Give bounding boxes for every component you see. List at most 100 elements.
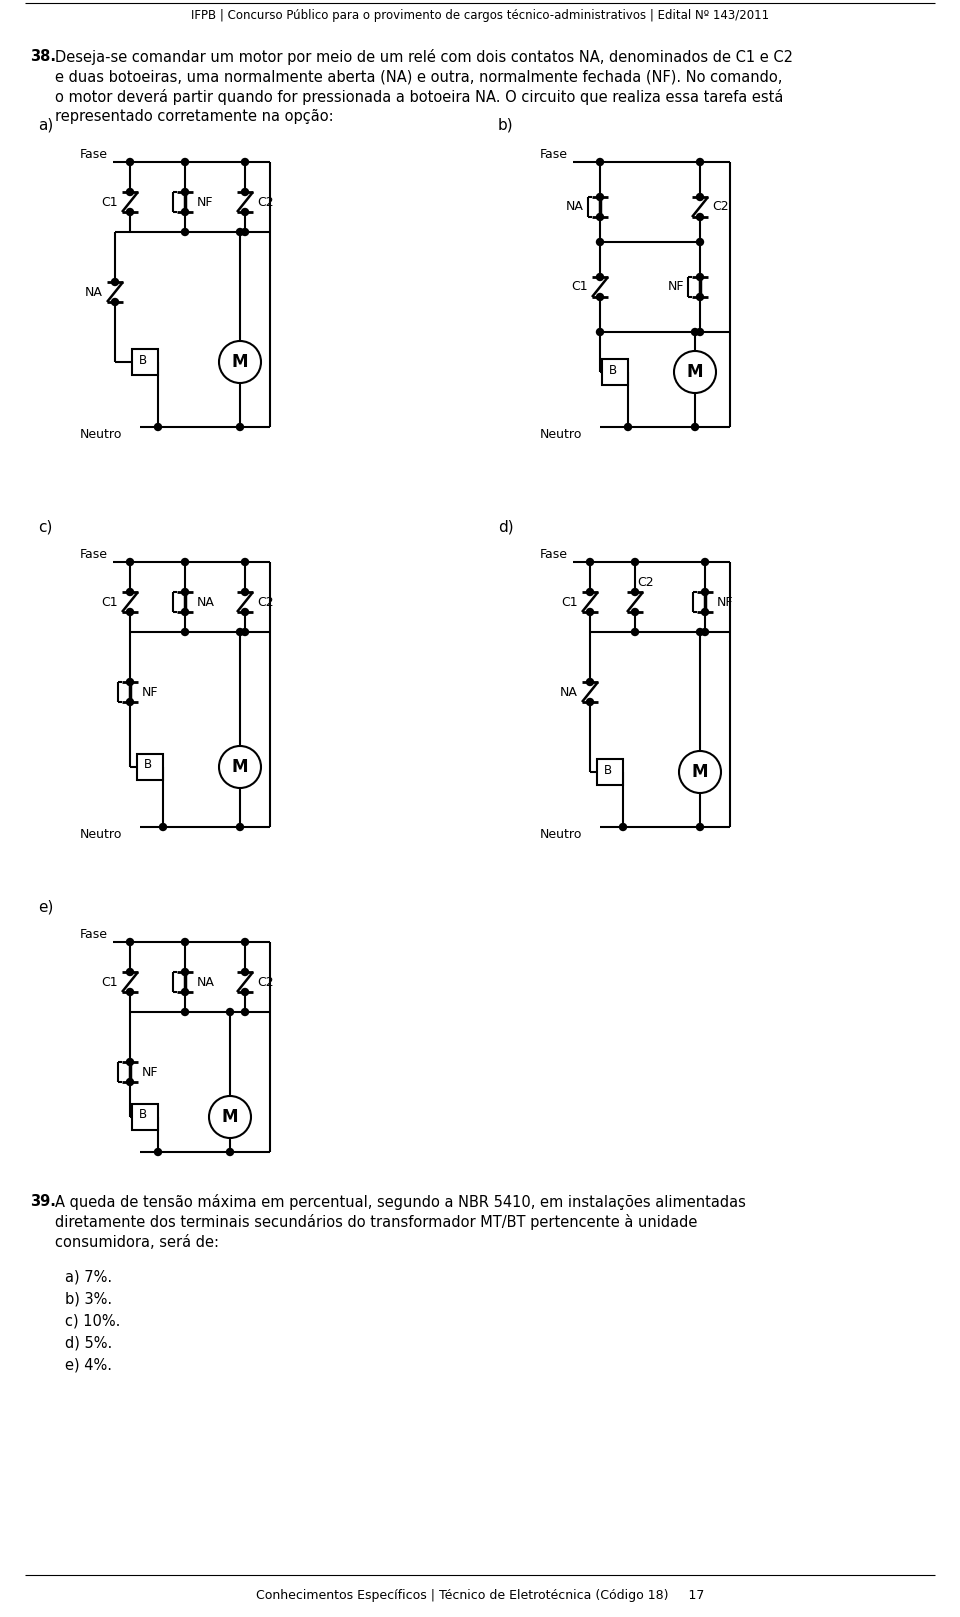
Circle shape	[697, 823, 704, 831]
Text: NA: NA	[197, 595, 215, 608]
Circle shape	[587, 679, 593, 686]
Circle shape	[127, 558, 133, 566]
Text: e duas botoeiras, uma normalmente aberta (NA) e outra, normalmente fechada (NF).: e duas botoeiras, uma normalmente aberta…	[55, 70, 782, 84]
Text: C1: C1	[102, 975, 118, 988]
Circle shape	[697, 294, 704, 301]
Text: Neutro: Neutro	[540, 429, 583, 441]
Circle shape	[227, 1148, 233, 1156]
Circle shape	[596, 213, 604, 220]
Text: C2: C2	[257, 975, 274, 988]
Text: C2: C2	[257, 595, 274, 608]
Circle shape	[111, 278, 118, 286]
Text: Fase: Fase	[80, 928, 108, 941]
Text: NF: NF	[717, 595, 733, 608]
Circle shape	[181, 988, 188, 996]
Text: M: M	[686, 362, 704, 382]
Circle shape	[127, 1059, 133, 1066]
Text: M: M	[231, 353, 249, 370]
Circle shape	[679, 750, 721, 792]
Circle shape	[697, 194, 704, 201]
Circle shape	[127, 608, 133, 616]
Circle shape	[127, 589, 133, 595]
Circle shape	[236, 629, 244, 635]
Circle shape	[236, 424, 244, 430]
Text: A queda de tensão máxima em percentual, segundo a NBR 5410, em instalações alime: A queda de tensão máxima em percentual, …	[55, 1193, 746, 1210]
Circle shape	[702, 558, 708, 566]
Text: M: M	[222, 1108, 238, 1125]
Text: Neutro: Neutro	[540, 828, 583, 841]
Circle shape	[697, 158, 704, 165]
Text: C1: C1	[571, 280, 588, 294]
Text: IFPB | Concurso Público para o provimento de cargos técnico-administrativos | Ed: IFPB | Concurso Público para o proviment…	[191, 10, 769, 23]
Text: e): e)	[38, 899, 54, 915]
Circle shape	[632, 558, 638, 566]
Bar	[132, 349, 158, 375]
Circle shape	[242, 589, 249, 595]
Circle shape	[596, 294, 604, 301]
Circle shape	[236, 228, 244, 236]
Text: B: B	[609, 364, 617, 377]
Circle shape	[236, 823, 244, 831]
Circle shape	[181, 228, 188, 236]
Circle shape	[127, 969, 133, 975]
Circle shape	[702, 629, 708, 635]
Circle shape	[181, 1009, 188, 1015]
Circle shape	[127, 189, 133, 196]
Circle shape	[242, 988, 249, 996]
Text: C2: C2	[257, 196, 274, 209]
Circle shape	[697, 238, 704, 246]
Circle shape	[242, 209, 249, 215]
Text: o motor deverá partir quando for pressionada a botoeira NA. O circuito que reali: o motor deverá partir quando for pressio…	[55, 89, 783, 105]
Text: Neutro: Neutro	[80, 429, 122, 441]
Circle shape	[155, 1148, 161, 1156]
Circle shape	[619, 823, 627, 831]
Circle shape	[127, 679, 133, 686]
Circle shape	[159, 823, 166, 831]
Text: M: M	[692, 763, 708, 781]
Circle shape	[181, 589, 188, 595]
Text: 38.: 38.	[30, 50, 56, 65]
Circle shape	[219, 341, 261, 383]
Text: C1: C1	[102, 595, 118, 608]
Text: Fase: Fase	[80, 548, 108, 561]
Text: a): a)	[38, 118, 53, 133]
Text: C2: C2	[712, 201, 729, 213]
Text: e) 4%.: e) 4%.	[65, 1358, 112, 1373]
Circle shape	[587, 589, 593, 595]
Text: Deseja-se comandar um motor por meio de um relé com dois contatos NA, denominado: Deseja-se comandar um motor por meio de …	[55, 49, 793, 65]
Circle shape	[242, 629, 249, 635]
Text: c) 10%.: c) 10%.	[65, 1313, 120, 1329]
Text: NF: NF	[197, 196, 213, 209]
Text: NF: NF	[142, 1066, 158, 1079]
Circle shape	[596, 328, 604, 335]
Circle shape	[625, 424, 632, 430]
Circle shape	[127, 1079, 133, 1085]
Circle shape	[181, 629, 188, 635]
Circle shape	[242, 558, 249, 566]
Bar	[137, 754, 163, 779]
Text: representado corretamente na opção:: representado corretamente na opção:	[55, 110, 334, 125]
Bar	[597, 758, 623, 784]
Circle shape	[691, 328, 699, 335]
Circle shape	[587, 699, 593, 705]
Circle shape	[242, 158, 249, 165]
Circle shape	[697, 629, 704, 635]
Text: a) 7%.: a) 7%.	[65, 1269, 112, 1284]
Circle shape	[242, 938, 249, 946]
Circle shape	[227, 1009, 233, 1015]
Circle shape	[596, 194, 604, 201]
Text: NA: NA	[197, 975, 215, 988]
Circle shape	[587, 608, 593, 616]
Circle shape	[155, 424, 161, 430]
Text: 39.: 39.	[30, 1195, 56, 1210]
Text: Conhecimentos Específicos | Técnico de Eletrotécnica (Código 18)     17: Conhecimentos Específicos | Técnico de E…	[255, 1588, 705, 1601]
Circle shape	[219, 745, 261, 787]
Circle shape	[127, 699, 133, 705]
Circle shape	[181, 158, 188, 165]
Circle shape	[181, 938, 188, 946]
Circle shape	[596, 273, 604, 280]
Circle shape	[242, 189, 249, 196]
Circle shape	[181, 189, 188, 196]
Text: c): c)	[38, 519, 53, 535]
Text: C1: C1	[102, 196, 118, 209]
